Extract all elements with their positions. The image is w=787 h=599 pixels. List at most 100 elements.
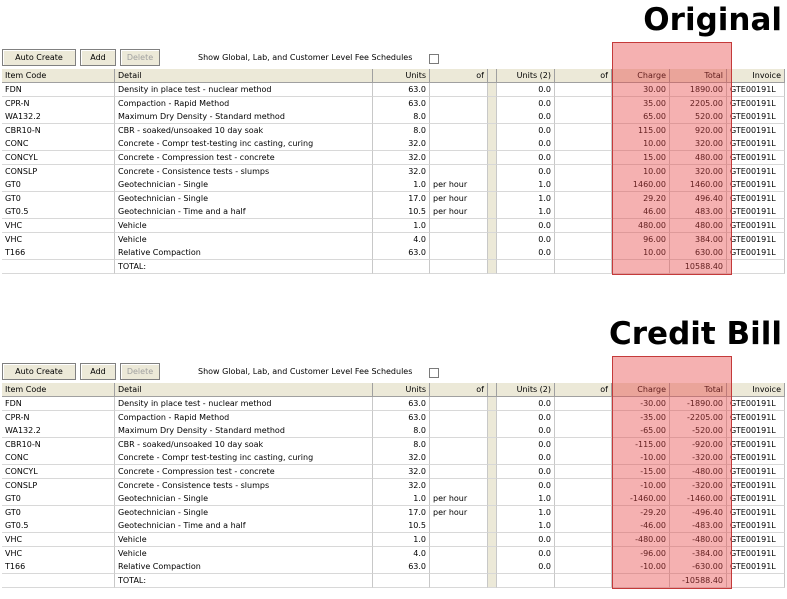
column-header[interactable]: Total [670, 69, 727, 83]
table-cell: -10.00 [612, 478, 670, 493]
table-cell: 0.0 [497, 83, 555, 97]
table-cell: -2205.00 [670, 410, 727, 425]
table-cell: 35.00 [612, 96, 670, 111]
toolbar-button[interactable]: Auto Create [2, 49, 76, 66]
toolbar-button[interactable]: Add [80, 363, 116, 380]
column-header[interactable]: of [555, 383, 612, 397]
table-cell: 496.40 [670, 191, 727, 206]
column-header[interactable]: Units [373, 69, 430, 83]
table-cell: Concrete - Compression test - concrete [115, 151, 373, 165]
table-cell: 17.0 [373, 505, 430, 520]
column-header[interactable]: Invoice [727, 69, 785, 83]
column-separator [488, 397, 497, 411]
table-cell [430, 546, 488, 561]
column-header[interactable]: Charge [612, 383, 670, 397]
table-cell: GTE00191L [727, 397, 785, 411]
toolbar-button[interactable]: Delete [120, 49, 160, 66]
checkbox[interactable] [429, 368, 439, 378]
table-cell: 920.00 [670, 123, 727, 138]
total-cell: TOTAL: [115, 573, 373, 588]
table-cell: GTE00191L [727, 191, 785, 206]
table-cell: -29.20 [612, 505, 670, 520]
table-cell: CBR - soaked/unsoaked 10 day soak [115, 437, 373, 452]
column-header[interactable]: Detail [115, 69, 373, 83]
table-cell: -384.00 [670, 546, 727, 561]
column-separator [488, 164, 497, 179]
table-cell: 63.0 [373, 83, 430, 97]
table-cell: FDN [2, 397, 115, 411]
column-header[interactable]: Units [373, 383, 430, 397]
table-cell: per hour [430, 178, 488, 193]
table-cell [430, 478, 488, 493]
table-cell: 1.0 [373, 533, 430, 547]
table-cell: GTE00191L [727, 465, 785, 479]
column-header[interactable]: Charge [612, 69, 670, 83]
table-cell: -96.00 [612, 546, 670, 561]
table-cell: 0.0 [497, 164, 555, 179]
table-cell: 32.0 [373, 137, 430, 152]
table-cell: Maximum Dry Density - Standard method [115, 110, 373, 125]
table-cell [555, 191, 612, 206]
table-cell: Geotechnician - Single [115, 505, 373, 520]
toolbar-button[interactable]: Delete [120, 363, 160, 380]
column-header[interactable]: Detail [115, 383, 373, 397]
total-cell [497, 259, 555, 274]
table-cell: 0.0 [497, 219, 555, 233]
table-cell [555, 519, 612, 534]
table-cell [555, 110, 612, 125]
table-cell: GT0.5 [2, 519, 115, 534]
column-header[interactable]: Item Code [2, 69, 115, 83]
table-cell [430, 164, 488, 179]
table-cell [555, 123, 612, 138]
column-header[interactable]: of [555, 69, 612, 83]
table-cell [430, 219, 488, 233]
table-cell: 46.00 [612, 205, 670, 220]
table-cell: GTE00191L [727, 96, 785, 111]
table-cell [555, 437, 612, 452]
toolbar-button[interactable]: Add [80, 49, 116, 66]
column-separator [488, 478, 497, 493]
table-cell: -35.00 [612, 410, 670, 425]
column-header[interactable]: Item Code [2, 383, 115, 397]
table-cell [430, 560, 488, 575]
column-separator [488, 137, 497, 152]
table-cell: GTE00191L [727, 546, 785, 561]
table-cell: -520.00 [670, 424, 727, 439]
column-header[interactable]: Units (2) [497, 383, 555, 397]
table-cell: 10.00 [612, 246, 670, 261]
checkbox[interactable] [429, 54, 439, 64]
table-cell: GTE00191L [727, 437, 785, 452]
table-cell: GT0 [2, 492, 115, 507]
table-cell: 8.0 [373, 110, 430, 125]
table-cell: -483.00 [670, 519, 727, 534]
table-cell: 1460.00 [670, 178, 727, 193]
table-cell: -320.00 [670, 451, 727, 466]
column-separator [488, 191, 497, 206]
table-cell [555, 96, 612, 111]
table-cell [430, 151, 488, 165]
toolbar-button[interactable]: Auto Create [2, 363, 76, 380]
table-cell: per hour [430, 492, 488, 507]
column-separator [488, 505, 497, 520]
table-cell [555, 478, 612, 493]
table-cell: 30.00 [612, 83, 670, 97]
column-separator [488, 259, 497, 274]
table-cell: CONSLP [2, 164, 115, 179]
table-cell: -10.00 [612, 560, 670, 575]
column-header[interactable]: Units (2) [497, 69, 555, 83]
table-cell [555, 246, 612, 261]
table-cell: 10.00 [612, 137, 670, 152]
table-cell: Geotechnician - Single [115, 492, 373, 507]
table-cell: 0.0 [497, 151, 555, 165]
column-header[interactable]: Total [670, 383, 727, 397]
table-cell: GTE00191L [727, 178, 785, 193]
column-header[interactable]: of [430, 69, 488, 83]
column-separator [488, 424, 497, 439]
table-cell [555, 232, 612, 247]
column-header[interactable]: Invoice [727, 383, 785, 397]
table-cell: 0.0 [497, 424, 555, 439]
table-cell: -115.00 [612, 437, 670, 452]
column-header[interactable]: of [430, 383, 488, 397]
table-cell: VHC [2, 219, 115, 233]
table-cell [430, 137, 488, 152]
